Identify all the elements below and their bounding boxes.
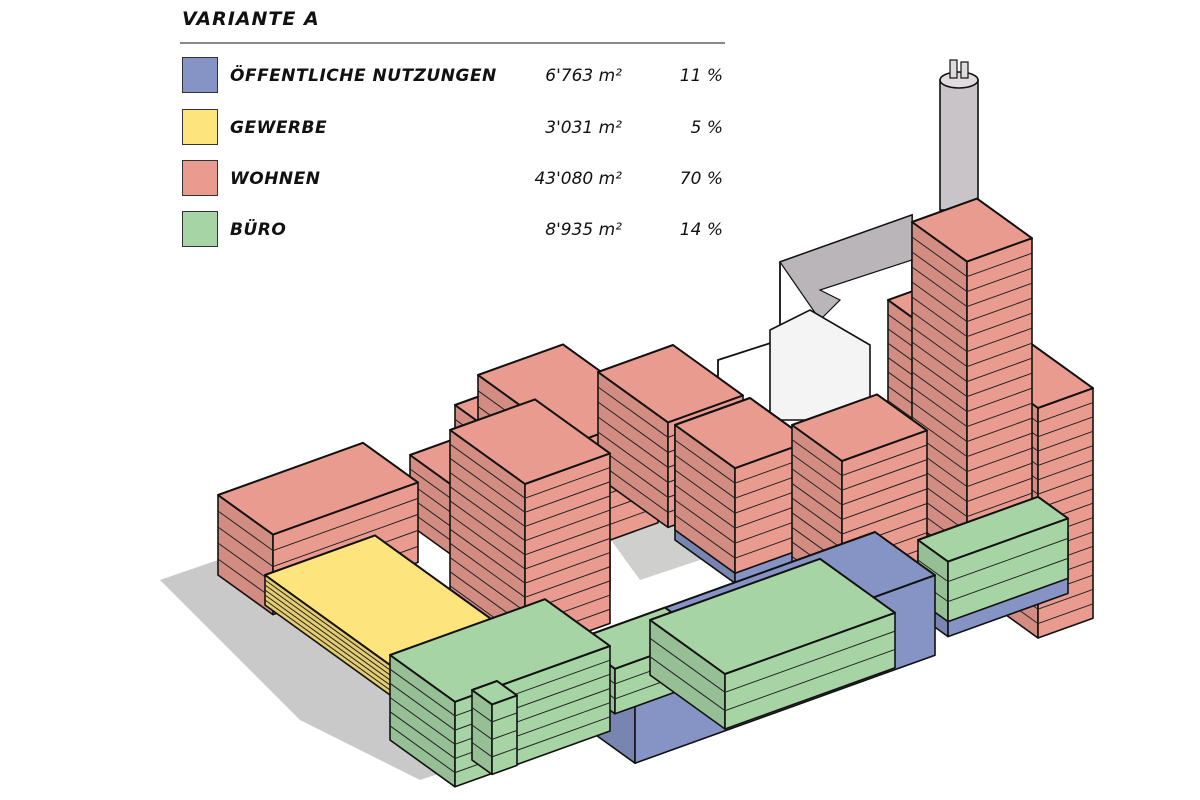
front-office-block-top-face <box>389 598 611 703</box>
east-residential-tower-floor-line <box>791 439 928 477</box>
high-rise-tower-floor-line <box>911 326 1033 368</box>
high-rise-tower-floor-line <box>911 461 1033 503</box>
legend-area: 6'763 m² <box>545 66 622 86</box>
courtyard-block-northeast-top-face <box>597 344 744 424</box>
courtyard-block-east-floor-line <box>674 499 811 544</box>
legend-percent: 70 % <box>679 169 723 189</box>
courtyard-tower-top-face <box>449 398 611 485</box>
courtyard-tower-floor-line <box>449 457 611 513</box>
front-office-block-floor-line <box>389 702 611 760</box>
east-residential-tower-floor-line <box>791 497 928 535</box>
high-rise-tower-floor-line <box>911 476 1033 518</box>
front-office-tower-floor-line <box>471 742 518 758</box>
high-rise-tower-floor-line <box>911 386 1033 428</box>
east-residential-tower-top-face <box>791 393 928 462</box>
courtyard-tower-floor-line <box>449 472 611 528</box>
high-rise-tower-floor-line <box>911 446 1033 488</box>
legend-row-residential: WOHNEN 43'080 m² 70 % <box>182 160 727 200</box>
courtyard-tower-floor-line <box>449 443 611 499</box>
legend-label: WOHNEN <box>230 169 321 189</box>
legend-label: BÜRO <box>230 220 287 240</box>
legend-swatch-commercial <box>182 109 218 145</box>
legend-percent: 11 % <box>679 66 723 86</box>
diagram-title: VARIANTE A <box>182 8 320 30</box>
courtyard-tower-floor-line <box>449 514 611 570</box>
courtyard-block-east-floor-line <box>674 439 811 484</box>
east-residential-tower-floor-line <box>791 483 928 521</box>
central-office-slab-floor-line <box>649 630 896 693</box>
legend-area: 43'080 m² <box>534 169 622 189</box>
west-residential-block-floor-line <box>217 497 419 552</box>
legend-swatch-office <box>182 211 218 247</box>
central-office-slab-top-face <box>649 557 896 675</box>
east-residential-tower-floor-line <box>791 453 928 491</box>
high-rise-tower-floor-line <box>911 431 1033 473</box>
high-rise-tower-floor-line <box>911 236 1033 278</box>
legend-percent: 5 % <box>690 118 723 138</box>
legend-row-public: ÖFFENTLICHE NUTZUNGEN 6'763 m² 11 % <box>182 57 727 97</box>
legend-swatch-public <box>182 57 218 93</box>
legend-area: 3'031 m² <box>545 118 622 138</box>
chimney-top <box>939 71 979 89</box>
front-office-block-floor-line <box>389 673 611 731</box>
chimney-pipe <box>960 61 969 79</box>
east-office-slab-floor-line <box>917 537 1069 583</box>
central-office-slab-floor-line <box>649 648 896 712</box>
existing-building-front <box>769 309 871 421</box>
legend-area: 8'935 m² <box>545 220 622 240</box>
front-office-block-floor-line <box>389 716 611 774</box>
high-rise-tower-floor-line <box>911 416 1033 458</box>
courtyard-block-east-floor-line <box>674 484 811 529</box>
east-office-slab-top-face <box>917 495 1069 563</box>
high-rise-tower-floor-line <box>911 341 1033 383</box>
legend-label: GEWERBE <box>230 118 328 138</box>
courtyard-tower-floor-line <box>449 542 611 598</box>
legend-label: ÖFFENTLICHE NUTZUNGEN <box>230 66 497 86</box>
legend-swatch-residential <box>182 160 218 196</box>
east-residential-tower-floor-line <box>791 468 928 506</box>
front-office-block-floor-line <box>389 688 611 745</box>
courtyard-tower-floor-line <box>449 500 611 556</box>
west-residential-block-top-face <box>217 441 419 536</box>
courtyard-tower-floor-line <box>449 528 611 584</box>
front-office-tower-floor-line <box>471 707 518 723</box>
courtyard-tower-floor-line <box>449 486 611 542</box>
title-divider <box>180 42 725 44</box>
west-residential-block-floor-line <box>217 513 419 568</box>
high-rise-tower-floor-line <box>911 311 1033 353</box>
courtyard-block-east-floor-line <box>674 454 811 499</box>
high-rise-tower-floor-line <box>911 401 1033 443</box>
high-rise-tower-floor-line <box>911 356 1033 398</box>
legend-row-office: BÜRO 8'935 m² 14 % <box>182 211 727 251</box>
front-office-block-floor-line <box>389 659 611 717</box>
high-rise-tower-floor-line <box>911 281 1033 323</box>
legend-percent: 14 % <box>679 220 723 240</box>
front-office-tower-top-face <box>471 680 518 706</box>
front-office-tower-floor-line <box>471 724 518 740</box>
legend-row-commercial: GEWERBE 3'031 m² 5 % <box>182 109 727 149</box>
high-rise-tower-floor-line <box>911 251 1033 293</box>
chimney-pipe <box>949 59 958 79</box>
courtyard-block-east-floor-line <box>674 469 811 514</box>
high-rise-tower-top-face <box>911 197 1033 263</box>
high-rise-tower-floor-line <box>911 296 1033 338</box>
high-rise-tower-floor-line <box>911 371 1033 413</box>
courtyard-block-east-floor-line <box>674 514 811 559</box>
chimney <box>939 79 979 211</box>
high-rise-tower-floor-line <box>911 266 1033 308</box>
